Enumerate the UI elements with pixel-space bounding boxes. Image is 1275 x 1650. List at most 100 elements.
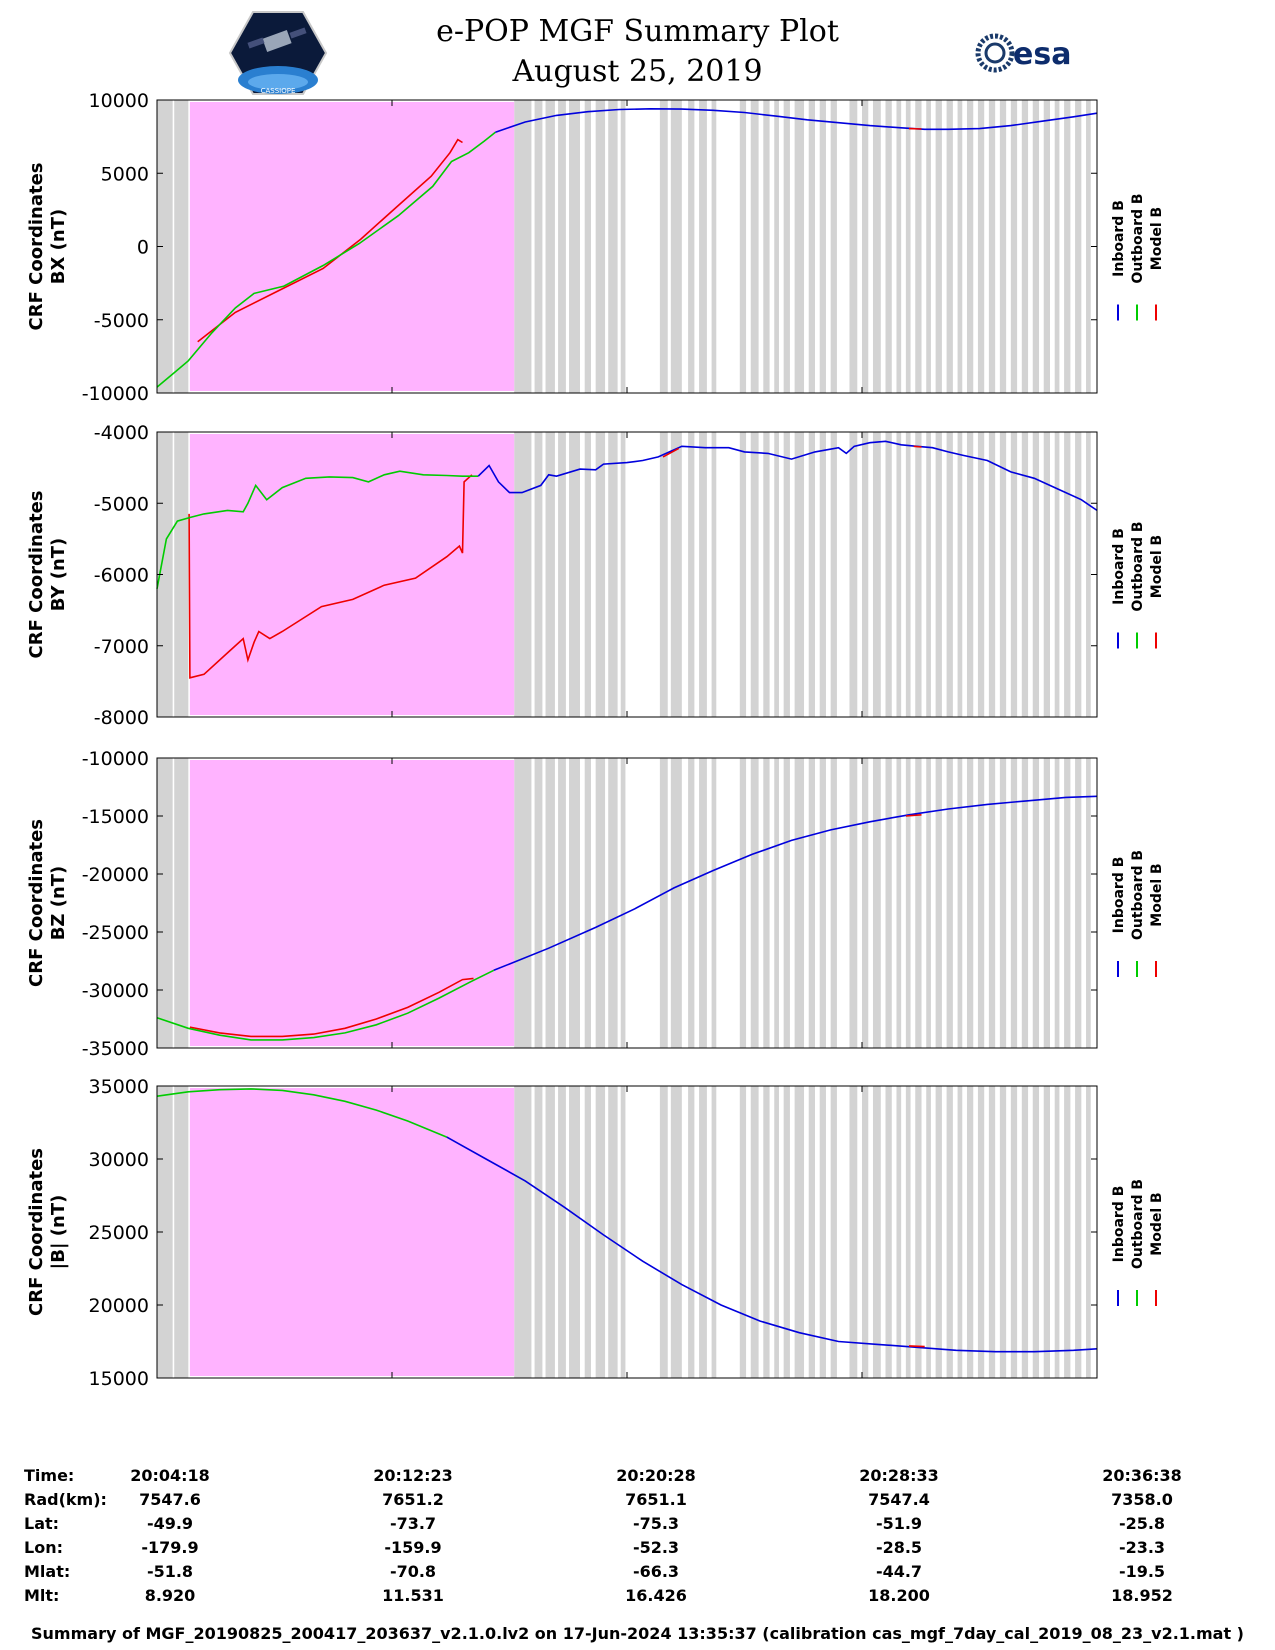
gray-band [1032, 1086, 1040, 1378]
gray-band [966, 1086, 974, 1378]
gray-band [966, 432, 974, 717]
gray-band [926, 1086, 931, 1378]
gray-band [595, 758, 606, 1048]
y-axis-label-line1: CRF Coordinates [26, 491, 47, 659]
ephem-row-rad: Rad(km): 7547.6 7651.2 7651.1 7547.4 735… [0, 1490, 1275, 1514]
gray-band [534, 432, 543, 717]
ephem-mlat-1: -70.8 [389, 1562, 437, 1581]
magenta-span [189, 434, 515, 715]
gray-band [935, 758, 942, 1048]
y-axis-label-line1: CRF Coordinates [26, 163, 47, 331]
legend-label: Outboard B [1130, 521, 1146, 611]
gray-band [862, 100, 869, 393]
gray-band [1021, 1086, 1029, 1378]
ephem-mlt-1: 11.531 [382, 1586, 444, 1605]
gray-band [926, 432, 931, 717]
ephem-mlat-0: -51.8 [146, 1562, 194, 1581]
gray-band [1064, 1086, 1071, 1378]
gray-band [534, 100, 543, 393]
legend-label: Inboard B [1111, 200, 1127, 277]
gray-band [885, 758, 892, 1048]
ephem-row-time: Time: 20:04:18 20:12:23 20:20:28 20:28:3… [0, 1466, 1275, 1490]
y-axis-label-line2: |B| (nT) [48, 1195, 69, 1270]
gray-band [1010, 100, 1018, 393]
ephem-row-mlat: Mlat: -51.8 -70.8 -66.3 -44.7 -19.5 [0, 1562, 1275, 1586]
gray-band [1043, 758, 1050, 1048]
ephem-lon-3: -28.5 [875, 1538, 923, 1557]
gray-band [783, 100, 790, 393]
legend-label: Inboard B [1111, 528, 1127, 605]
gray-band [774, 758, 779, 1048]
gray-band [808, 432, 815, 717]
gray-band [935, 432, 942, 717]
gray-band [659, 100, 668, 393]
gray-band [999, 1086, 1007, 1378]
gray-band [896, 100, 902, 393]
series-line-inboard-b [493, 795, 1098, 972]
gray-band [514, 100, 532, 393]
gray-band [558, 100, 566, 393]
ephem-time-1: 20:12:23 [373, 1466, 453, 1485]
gray-band [905, 758, 911, 1048]
gray-band [774, 100, 779, 393]
gray-band [659, 758, 668, 1048]
gray-band [794, 1086, 805, 1378]
gray-band [977, 1086, 985, 1378]
gray-band [1054, 100, 1060, 393]
gray-band [584, 432, 591, 717]
y-axis-label: CRF Coordinates|B| (nT) [26, 1148, 69, 1316]
gray-band [966, 758, 974, 1048]
ephem-label-mlat: Mlat: [24, 1562, 71, 1581]
ephem-lat-2: -75.3 [632, 1514, 680, 1533]
gray-band [905, 100, 911, 393]
gray-band [514, 432, 532, 717]
panel-bmag: 35000 30000 25000 20000 15000 CRF Coordinates… [26, 1076, 1165, 1390]
gray-band [608, 100, 618, 393]
gray-band [808, 100, 815, 393]
gray-band [750, 100, 759, 393]
ephem-row-lat: Lat: -49.9 -73.7 -75.3 -51.9 -25.8 [0, 1514, 1275, 1538]
gray-band [849, 758, 858, 1048]
gray-band [988, 100, 996, 393]
gray-band [670, 1086, 682, 1378]
y-axis-label-line2: BX (nT) [48, 209, 69, 284]
gray-band [849, 432, 858, 717]
gray-band [849, 1086, 858, 1378]
y-axis-label: CRF CoordinatesBY (nT) [26, 491, 69, 659]
gray-band [915, 100, 922, 393]
gray-band [999, 432, 1007, 717]
gray-band [783, 1086, 790, 1378]
gray-band [1054, 758, 1060, 1048]
ephem-lat-0: -49.9 [146, 1514, 194, 1533]
gray-band [699, 1086, 707, 1378]
ephem-rad-1: 7651.2 [382, 1490, 444, 1509]
gray-band [174, 758, 189, 1048]
y-tick-label: -4000 [94, 422, 149, 444]
gray-band [1086, 1086, 1091, 1378]
gray-band [988, 1086, 996, 1378]
gray-band [774, 1086, 779, 1378]
gray-band [750, 758, 759, 1048]
y-axis-label-line2: BY (nT) [48, 538, 69, 612]
gray-band [584, 100, 591, 393]
ephem-time-4: 20:36:38 [1102, 1466, 1182, 1485]
legend-label: Inboard B [1111, 857, 1127, 934]
gray-band [739, 100, 747, 393]
gray-band [514, 1086, 532, 1378]
y-axis-label-line2: BZ (nT) [48, 866, 69, 941]
gray-band [946, 100, 953, 393]
gray-band [819, 432, 826, 717]
panel-bx: 10000 5000 0 -5000 -10000 CRF CoordinatesBX (… [26, 90, 1165, 405]
gray-band [977, 432, 985, 717]
gray-band [711, 1086, 717, 1378]
gray-band [1075, 432, 1082, 717]
gray-band [896, 1086, 902, 1378]
gray-band [763, 1086, 770, 1378]
ephem-lat-3: -51.9 [875, 1514, 923, 1533]
gray-band [794, 432, 805, 717]
series-line-inboard-b [446, 1136, 1098, 1353]
ephem-mlat-4: -19.5 [1118, 1562, 1166, 1581]
gray-band [1032, 758, 1040, 1048]
gray-band [966, 100, 974, 393]
